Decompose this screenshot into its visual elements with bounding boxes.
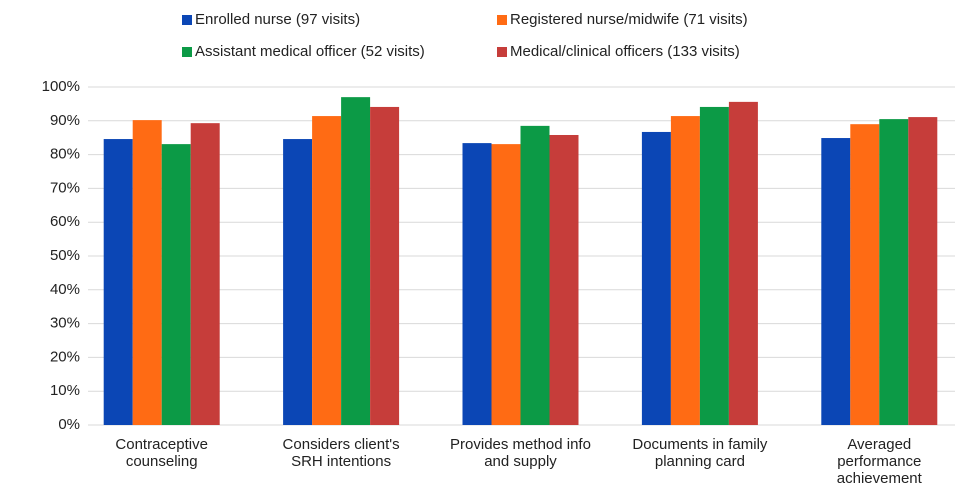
legend-label: Enrolled nurse (97 visits) [195,11,360,28]
legend-label: Registered nurse/midwife (71 visits) [510,11,748,28]
bar [641,131,671,426]
legend-swatch [182,47,192,57]
bar [132,120,162,426]
y-tick-label: 0% [58,416,80,433]
bar [699,106,729,425]
bar [103,139,133,425]
bar [728,101,758,425]
bar [520,125,550,426]
legend-label: Assistant medical officer (52 visits) [195,43,425,60]
bar [908,117,938,425]
bar [462,143,492,425]
bar [283,139,313,425]
bar [491,144,521,425]
y-tick-label: 50% [50,247,80,264]
y-tick-label: 10% [50,382,80,399]
legend-swatch [497,47,507,57]
x-tick-label: Averaged performance achievement [837,436,923,487]
y-tick-label: 20% [50,348,80,365]
x-tick-label: Provides method info and supply [450,436,591,470]
legend-swatch [182,15,192,25]
bar [161,144,191,425]
bar [312,116,342,426]
bar [879,119,909,426]
x-tick-label: Considers client's SRH intentions [283,436,400,470]
x-tick-label: Contraceptive counseling [115,436,208,470]
y-tick-label: 90% [50,112,80,129]
legend-swatch [497,15,507,25]
y-tick-label: 100% [42,78,80,95]
bar [821,138,851,425]
bar [850,124,880,426]
y-tick-label: 30% [50,315,80,332]
x-tick-label: Documents in family planning card [632,436,768,470]
legend-label: Medical/clinical officers (133 visits) [510,43,740,60]
bar [370,106,400,425]
bar [670,116,700,426]
bar [341,97,371,425]
y-tick-label: 60% [50,213,80,230]
bar [190,123,220,425]
bar [549,134,579,425]
y-tick-label: 70% [50,179,80,196]
y-tick-label: 80% [50,146,80,163]
y-tick-label: 40% [50,281,80,298]
